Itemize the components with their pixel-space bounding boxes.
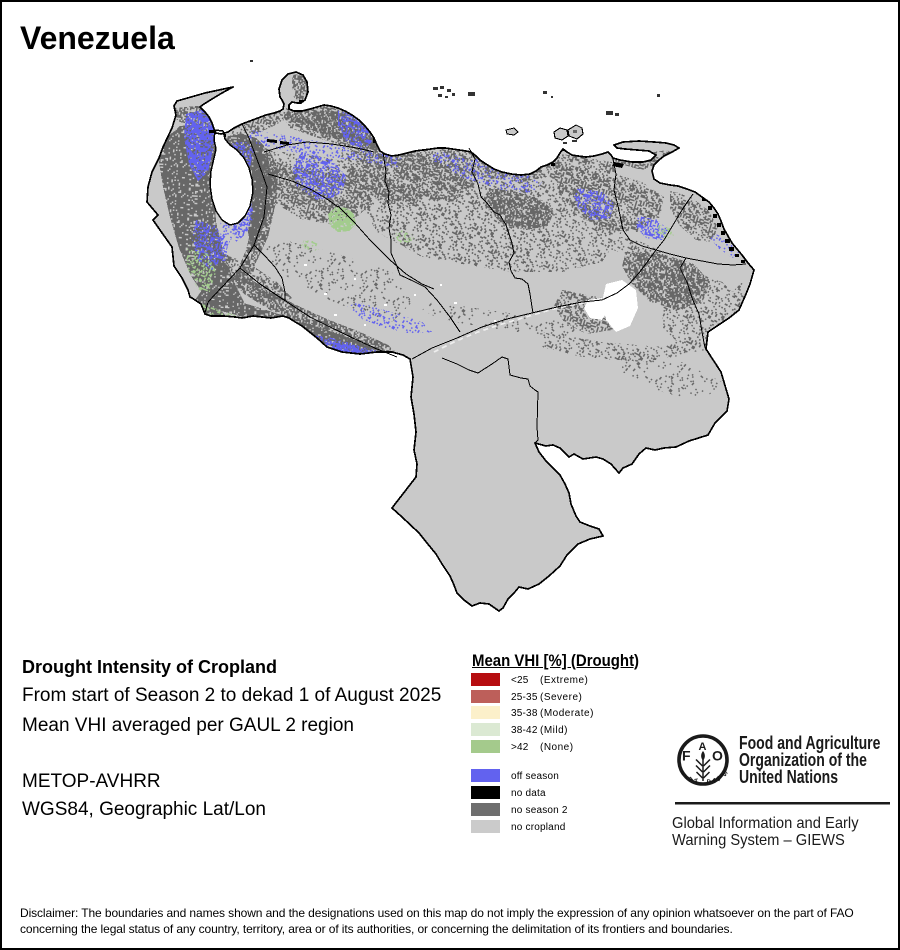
svg-text:A: A bbox=[711, 777, 718, 785]
svg-text:T: T bbox=[694, 778, 699, 785]
svg-text:N: N bbox=[715, 775, 723, 784]
svg-text:A: A bbox=[699, 741, 707, 753]
svg-text:F: F bbox=[680, 770, 688, 778]
svg-text:F: F bbox=[682, 748, 691, 764]
svg-text:S: S bbox=[721, 770, 729, 778]
svg-text:A: A bbox=[688, 775, 695, 783]
svg-text:I: I bbox=[684, 774, 689, 781]
svg-text:O: O bbox=[712, 748, 723, 764]
svg-text:I: I bbox=[719, 773, 725, 780]
svg-text:P: P bbox=[706, 778, 711, 786]
